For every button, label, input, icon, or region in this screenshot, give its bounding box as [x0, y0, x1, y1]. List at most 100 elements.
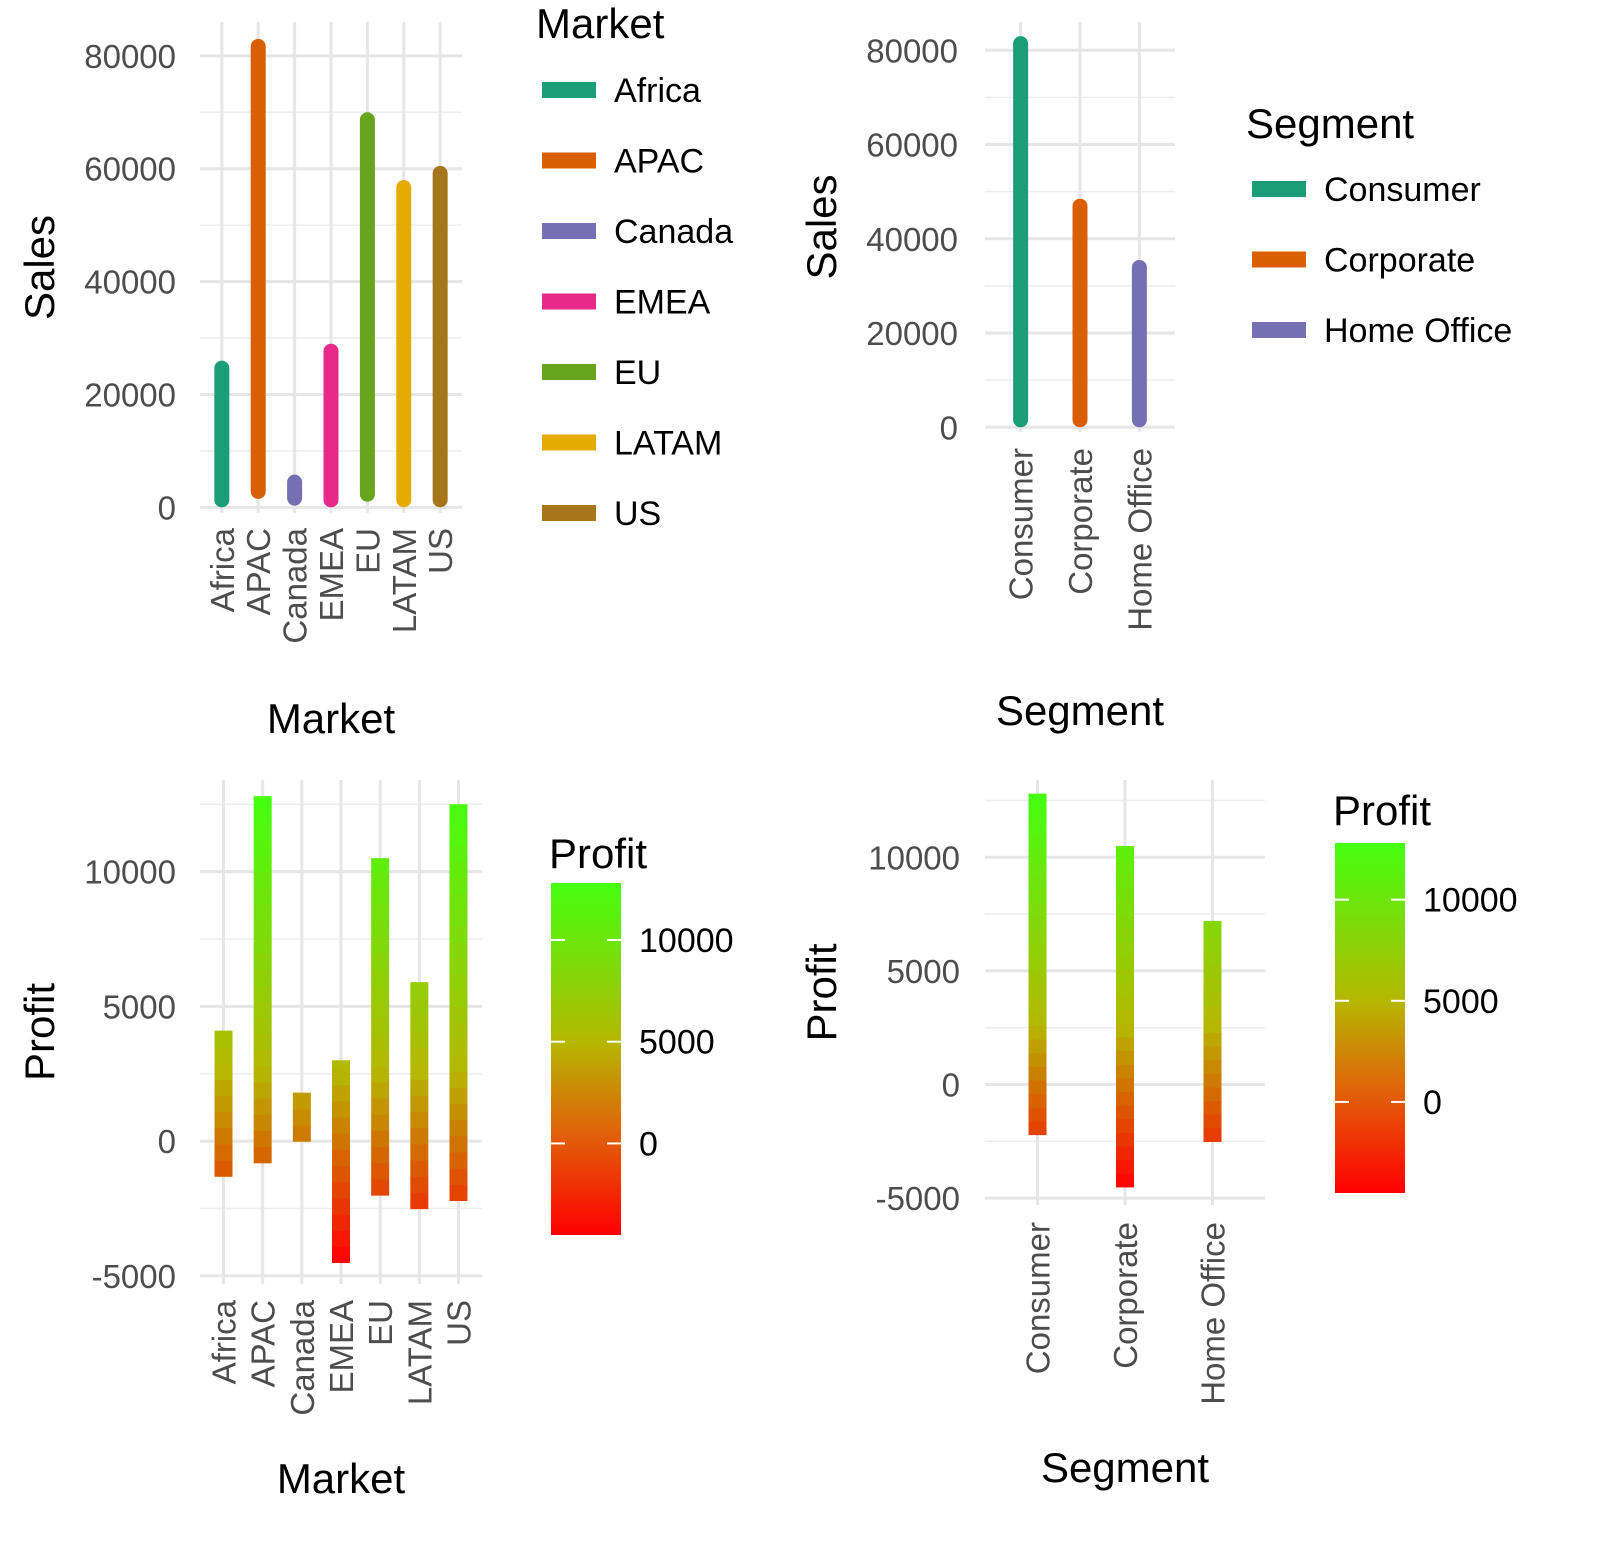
legend-swatch — [542, 293, 596, 310]
y-tick-label: 5000 — [103, 988, 176, 1025]
legend: Market Africa APAC Canada EMEA EU LATAM US — [536, 0, 733, 533]
bar-segment — [214, 1079, 233, 1096]
bar-segment — [1116, 1132, 1134, 1147]
bar-segment — [1116, 859, 1134, 874]
bar-segment — [253, 1098, 272, 1115]
legend-label: Consumer — [1324, 171, 1481, 209]
bar-segment — [449, 1087, 468, 1105]
bar-segment — [1116, 1009, 1134, 1024]
bar-segment — [449, 812, 468, 830]
bar-segment — [449, 844, 468, 862]
y-tick-label: 5000 — [887, 953, 960, 990]
bar-segment — [332, 1149, 350, 1167]
legend-swatch — [542, 364, 596, 380]
bar-segment — [449, 860, 468, 878]
bar-segment — [449, 828, 468, 846]
bar-segment — [214, 1127, 233, 1145]
x-tick-label: EU — [362, 1300, 399, 1346]
bar-segment — [449, 957, 468, 975]
colorbar — [551, 883, 621, 1235]
legend: Profit 0 5000 10000 — [1333, 787, 1518, 1193]
bar-latam — [410, 982, 429, 1210]
legend-label: US — [614, 495, 661, 533]
bar-segment — [1116, 845, 1134, 861]
x-axis-title: Segment — [996, 687, 1164, 734]
bar-segment — [410, 1176, 429, 1193]
bar-segment — [371, 1146, 390, 1164]
bar-segment — [214, 1160, 233, 1177]
y-axis-title: Profit — [16, 983, 63, 1081]
legend-label: Canada — [614, 213, 733, 251]
bar-segment — [1116, 1036, 1134, 1052]
bar-segment — [410, 1127, 429, 1145]
bar-segment — [214, 1095, 233, 1113]
bar-segment — [292, 1124, 311, 1142]
x-tick-label: US — [441, 1300, 478, 1346]
y-tick-label: 20000 — [866, 315, 958, 352]
bar-segment — [332, 1197, 350, 1215]
x-tick-label: Home Office — [1195, 1222, 1232, 1405]
legend: Segment Consumer Corporate Home Office — [1246, 100, 1512, 350]
bar-segment — [214, 1143, 233, 1161]
bar-segment — [332, 1213, 350, 1231]
bar-segment — [253, 984, 272, 1002]
bar-segment — [1116, 927, 1134, 942]
bar-segment — [1028, 1039, 1047, 1054]
bar-us — [432, 165, 448, 508]
bar-segment — [1116, 968, 1134, 983]
bar-segment — [449, 1168, 468, 1185]
bar-segment — [449, 804, 468, 813]
colorbar-label: 10000 — [639, 922, 734, 960]
bar-segment — [1028, 793, 1047, 808]
bar-segment — [1028, 943, 1047, 958]
x-tick-label: Canada — [284, 1299, 321, 1415]
bar-segment — [1028, 916, 1047, 931]
bar-segment — [332, 1100, 350, 1118]
bar-segment — [1116, 873, 1134, 888]
bar-segment — [449, 1184, 468, 1202]
x-tick-label: EU — [349, 528, 386, 574]
bar-segment — [1203, 1114, 1222, 1129]
bar-segment — [1203, 1127, 1222, 1142]
bar-segment — [1116, 1145, 1134, 1161]
legend-swatch — [542, 434, 596, 451]
bar-segment — [253, 1017, 272, 1034]
bar-segment — [253, 1065, 272, 1083]
y-tick-label: 0 — [158, 1123, 176, 1160]
y-axis-title: Profit — [798, 943, 845, 1041]
bar-segment — [253, 968, 272, 986]
bar-segment — [449, 893, 468, 910]
bar-segment — [253, 1033, 272, 1051]
bar-segment — [449, 909, 468, 927]
y-tick-label: 20000 — [84, 376, 176, 413]
bar-segment — [410, 1030, 429, 1048]
y-tick-label: 0 — [942, 1067, 960, 1104]
y-tick-label: 60000 — [866, 127, 958, 164]
bar-segment — [332, 1060, 350, 1069]
bar-segment — [371, 1049, 390, 1067]
bar-segment — [1116, 995, 1134, 1011]
bar-segment — [1116, 1064, 1134, 1079]
bar-segment — [1116, 1050, 1134, 1065]
y-tick-label: -5000 — [876, 1180, 960, 1217]
bar-segment — [410, 1160, 429, 1177]
bar-segment — [332, 1084, 350, 1102]
y-axis-title: Sales — [798, 174, 845, 279]
bar-segment — [371, 1162, 390, 1180]
bar-consumer — [1013, 36, 1029, 428]
bar-segment — [1028, 1066, 1047, 1081]
y-tick-label: 60000 — [84, 151, 176, 188]
bar-segment — [1203, 1032, 1222, 1047]
bar-segment — [1203, 950, 1222, 965]
x-tick-label: LATAM — [401, 1300, 438, 1405]
bar-segment — [1028, 1120, 1047, 1136]
bar-segment — [1203, 920, 1222, 924]
bar-segment — [332, 1165, 350, 1183]
bar-emea — [323, 343, 339, 508]
bar-segment — [449, 941, 468, 959]
bar-segment — [253, 1001, 272, 1018]
bar-segment — [253, 920, 272, 937]
bar-segment — [1028, 1107, 1047, 1122]
bar-segment — [253, 936, 272, 954]
bar-segment — [253, 887, 272, 905]
